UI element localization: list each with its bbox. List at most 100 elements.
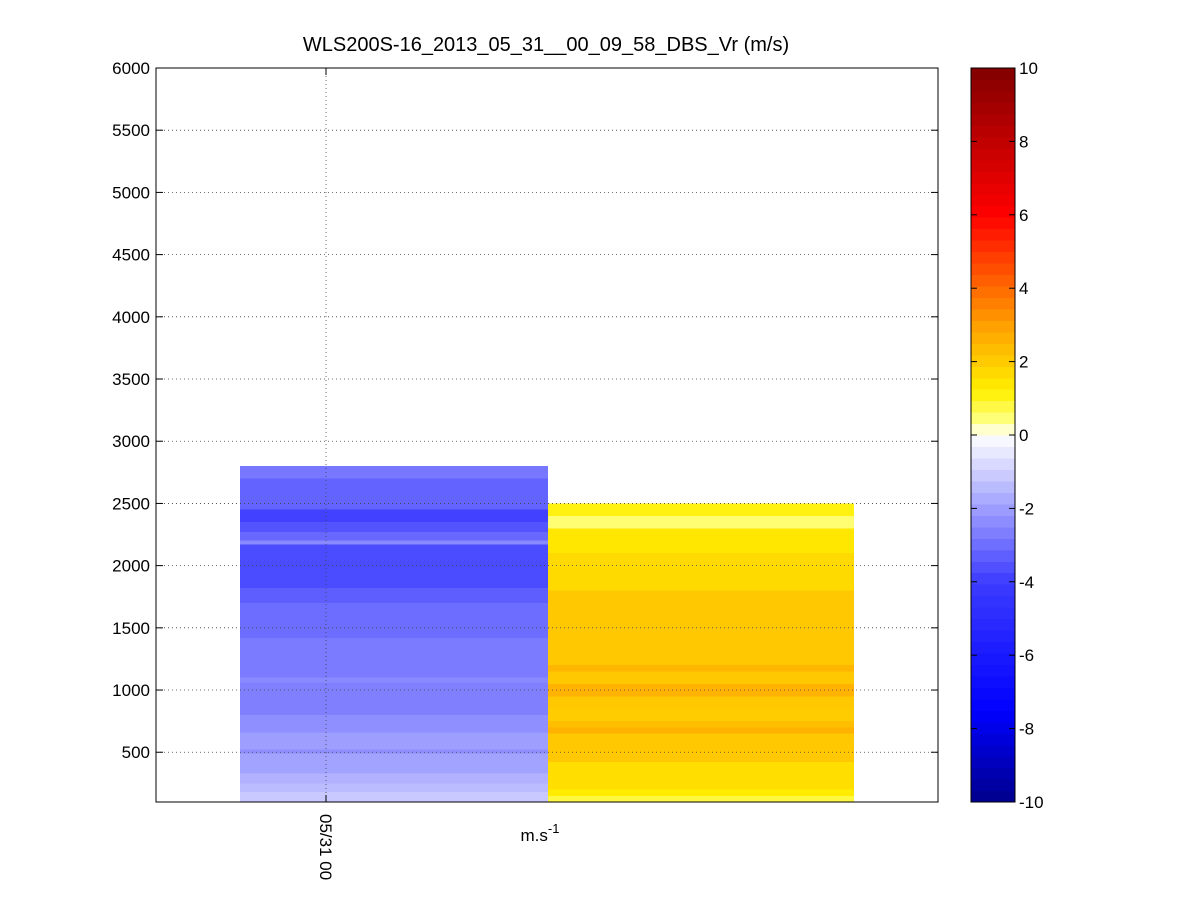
heatmap-cell <box>548 762 854 790</box>
y-tick-label: 5500 <box>112 121 150 140</box>
heatmap-cell <box>548 789 854 796</box>
heatmap-cell <box>240 732 548 750</box>
colorbar-segment <box>971 90 1015 104</box>
colorbar-segment <box>971 664 1015 677</box>
colorbar-segment <box>971 515 1015 528</box>
y-axis-ticks: 500 1000 1500 2000 2500 3000 3500 4000 4500 5000 5… <box>112 59 938 762</box>
colorbar-segment <box>971 320 1015 333</box>
colorbar-segment <box>971 675 1015 688</box>
heatmap-cell <box>240 588 548 603</box>
colorbar-segment <box>971 389 1015 402</box>
colorbar-segment <box>971 217 1015 230</box>
colorbar-segment <box>971 125 1015 138</box>
colorbar-segment <box>971 584 1015 597</box>
heatmap-cell <box>240 509 548 523</box>
y-tick-label: 1500 <box>112 619 150 638</box>
heatmap-cell <box>240 792 548 802</box>
x-axis-ticks: 05/31 00 <box>316 68 335 880</box>
colorbar-segment <box>971 733 1015 746</box>
colorbar-segment <box>971 205 1015 218</box>
colorbar-segment <box>971 595 1015 608</box>
colorbar-segment <box>971 343 1015 356</box>
colorbar-segment <box>971 469 1015 482</box>
colorbar-segment <box>971 721 1015 734</box>
colorbar-segment <box>971 457 1015 471</box>
colorbar-segment <box>971 446 1015 459</box>
heatmap-cell <box>548 708 854 722</box>
colorbar-segment <box>971 698 1015 711</box>
colorbar-segment <box>971 435 1015 448</box>
colorbar-tick-label: -4 <box>1019 573 1034 592</box>
colorbar-segment <box>971 148 1015 161</box>
y-tick-label: 3000 <box>112 432 150 451</box>
heatmap-cell <box>240 602 548 638</box>
y-tick-label: 6000 <box>112 59 150 78</box>
colorbar-tick-label: -10 <box>1019 793 1044 812</box>
colorbar-segment <box>971 412 1015 425</box>
heatmap-cell <box>548 665 854 672</box>
colorbar-segment <box>971 251 1015 264</box>
colorbar-tick-label: 8 <box>1019 132 1028 151</box>
colorbar <box>971 68 1015 803</box>
colorbar-segment <box>971 687 1015 700</box>
colorbar-tick-label: 4 <box>1019 279 1028 298</box>
colorbar-segment <box>971 561 1015 574</box>
heatmap-cell <box>240 544 548 589</box>
heatmap-cell <box>548 553 854 591</box>
colorbar-segment <box>971 79 1015 92</box>
colorbar-tick-label: 6 <box>1019 206 1028 225</box>
heatmap-cell <box>240 637 548 678</box>
colorbar-segment <box>971 480 1015 493</box>
colorbar-tick-label: -8 <box>1019 720 1034 739</box>
heatmap-cell <box>240 522 548 533</box>
colorbar-segment <box>971 331 1015 344</box>
colorbar-segment <box>971 618 1015 631</box>
colorbar-tick-label: 10 <box>1019 59 1038 78</box>
colorbar-segment <box>971 297 1015 310</box>
colorbar-segment <box>971 228 1015 241</box>
heatmap-cell <box>548 671 854 684</box>
y-tick-label: 1000 <box>112 681 150 700</box>
chart-title: WLS200S-16_2013_05_31__00_09_58_DBS_Vr (… <box>303 34 789 56</box>
colorbar-segment <box>971 354 1015 367</box>
heatmap-cell <box>240 540 548 545</box>
colorbar-segment <box>971 744 1015 757</box>
colorbar-segment <box>971 652 1015 665</box>
colorbar-segment <box>971 159 1015 172</box>
y-tick-label: 4500 <box>112 246 150 265</box>
heatmap-cell <box>240 773 548 784</box>
heatmap-cell <box>548 528 854 554</box>
plot-area-frame <box>155 67 939 803</box>
heatmap-cell <box>548 795 854 802</box>
colorbar-segment <box>971 710 1015 723</box>
heatmap-cell <box>548 503 854 516</box>
colorbar-segment <box>971 274 1015 287</box>
colorbar-tick-label: -6 <box>1019 646 1034 665</box>
heatmap-cell <box>240 682 548 715</box>
x-tick-label: 05/31 00 <box>316 814 335 880</box>
heatmap-cell <box>548 515 854 529</box>
colorbar-segment <box>971 538 1015 551</box>
colorbar-segment <box>971 136 1015 149</box>
heatmap-cell <box>240 478 548 510</box>
heatmap-cells <box>240 466 854 802</box>
heatmap-cell <box>240 677 548 683</box>
colorbar-segment <box>971 790 1015 803</box>
colorbar-segment <box>971 194 1015 207</box>
colorbar-segment <box>971 641 1015 654</box>
colorbar-segment <box>971 526 1015 539</box>
heatmap-cell <box>240 749 548 754</box>
heatmap-cell <box>240 753 548 774</box>
colorbar-segment <box>971 549 1015 562</box>
heatmap-cell <box>240 532 548 541</box>
colorbar-segment <box>971 400 1015 413</box>
y-tick-label: 2500 <box>112 494 150 513</box>
x-axis-label: m.s-1 <box>521 821 560 845</box>
y-tick-label: 3500 <box>112 370 150 389</box>
colorbar-segment <box>971 182 1015 195</box>
heatmap-cell <box>548 696 854 709</box>
colorbar-segment <box>971 767 1015 780</box>
colorbar-segment <box>971 572 1015 585</box>
y-tick-label: 5000 <box>112 183 150 202</box>
colorbar-segment <box>971 68 1015 81</box>
